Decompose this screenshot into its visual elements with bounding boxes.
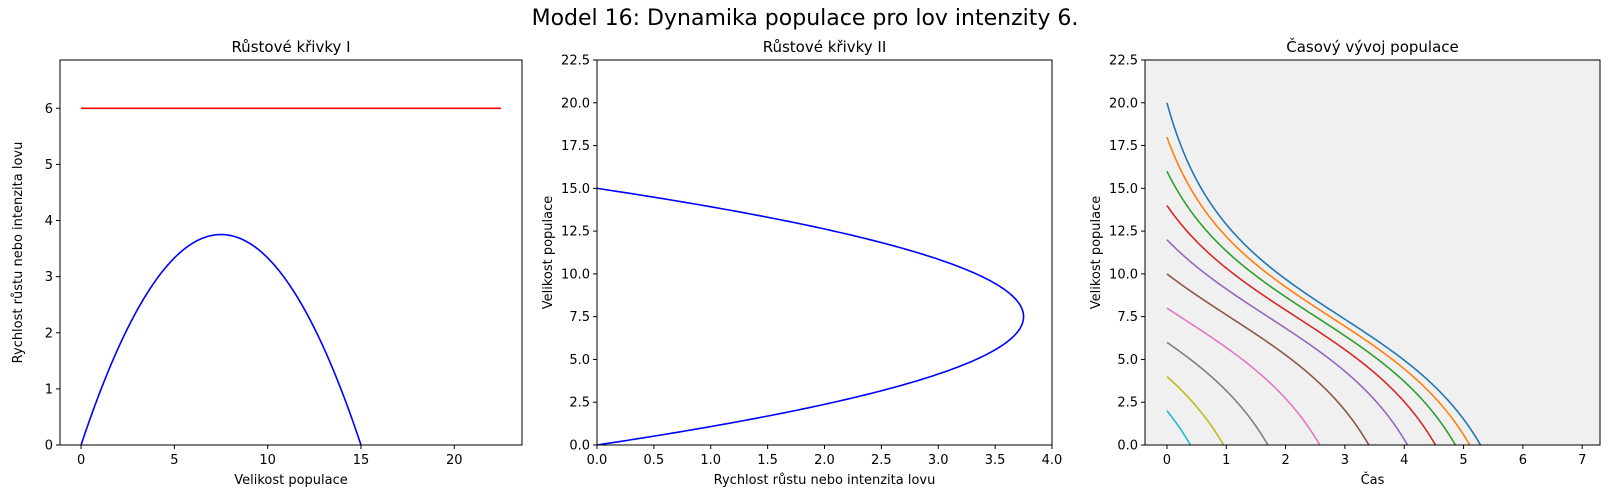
y-tick-label: 2.5 <box>569 396 590 411</box>
y-tick-label: 0.0 <box>569 439 590 454</box>
y-tick-label: 4 <box>45 214 53 229</box>
x-tick-label: 2 <box>1281 453 1289 468</box>
series-line-7 <box>1166 307 1321 445</box>
y-tick-label: 22.5 <box>1109 54 1138 69</box>
x-tick-label: 15 <box>353 453 370 468</box>
series-line-1 <box>597 187 1025 445</box>
x-tick-label: 1.0 <box>700 453 721 468</box>
chart-title: Časový vývoj populace <box>1286 37 1459 56</box>
series-group <box>1166 102 1482 445</box>
series-line-2 <box>1166 136 1471 445</box>
series-line-3 <box>1166 170 1457 445</box>
series-line-8 <box>1166 341 1269 445</box>
series-line-5 <box>1166 239 1409 445</box>
x-tick-label: 3 <box>1341 453 1349 468</box>
y-tick-label: 6 <box>45 102 53 117</box>
x-tick-label: 1.5 <box>757 453 778 468</box>
chart-2: 0.0 0.5 1.0 1.5 2.0 2.5 3.0 3.5 4.0 0.0 2.5 5.0 7.5 1… <box>541 38 1062 488</box>
plot-area <box>597 60 1052 445</box>
y-tick-label: 3 <box>45 270 53 285</box>
y-tick-label: 17.5 <box>1109 139 1138 154</box>
chart-1: 0 5 10 15 20 0 1 2 3 4 5 6 Růstové křivky I Velikost … <box>11 38 523 488</box>
series-line-1 <box>80 233 362 445</box>
x-tick-label: 1 <box>1222 453 1230 468</box>
x-tick-label: 6 <box>1519 453 1527 468</box>
y-tick-label: 0 <box>45 439 53 454</box>
plot-frame <box>59 59 523 446</box>
x-tick-label: 2.5 <box>871 453 892 468</box>
y-tick-label: 5 <box>45 158 53 173</box>
y-tick-label: 22.5 <box>561 54 590 69</box>
y-tick-label: 5.0 <box>1117 353 1138 368</box>
y-axis-label: Velikost populace <box>1089 196 1104 310</box>
x-tick-label: 2.0 <box>814 453 835 468</box>
x-tick-label: 10 <box>259 453 276 468</box>
series-group <box>80 107 501 445</box>
series-line-10 <box>1166 410 1192 445</box>
x-tick-label: 4.0 <box>1042 453 1063 468</box>
series-line-4 <box>1166 204 1437 445</box>
y-tick-label: 10.0 <box>561 267 590 282</box>
y-tick-label: 2 <box>45 326 53 341</box>
y-axis-label: Rychlost růstu nebo intenzita lovu <box>11 142 26 364</box>
y-tick-label: 12.5 <box>1109 225 1138 240</box>
x-tick-label: 20 <box>446 453 463 468</box>
y-tick-label: 0.0 <box>1117 439 1138 454</box>
plot-area <box>60 60 522 445</box>
x-axis-label: Rychlost růstu nebo intenzita lovu <box>714 473 936 488</box>
chart-title: Růstové křivky I <box>231 38 350 56</box>
x-tick-label: 5 <box>1459 453 1467 468</box>
y-axis-label: Velikost populace <box>541 196 556 310</box>
x-tick-label: 0 <box>1163 453 1171 468</box>
x-tick-label: 3.5 <box>985 453 1006 468</box>
x-axis-label: Velikost populace <box>234 473 348 488</box>
chart-title: Růstové křivky II <box>763 38 887 56</box>
x-tick-label: 3.0 <box>928 453 949 468</box>
x-axis-label: Čas <box>1361 472 1385 488</box>
x-tick-label: 0.5 <box>644 453 665 468</box>
y-tick-label: 1 <box>45 382 53 397</box>
y-tick-label: 17.5 <box>561 139 590 154</box>
y-tick-label: 15.0 <box>561 182 590 197</box>
x-tick-label: 4 <box>1400 453 1408 468</box>
y-tick-label: 10.0 <box>1109 267 1138 282</box>
y-tick-label: 12.5 <box>561 225 590 240</box>
y-tick-label: 7.5 <box>569 310 590 325</box>
y-tick-label: 2.5 <box>1117 396 1138 411</box>
x-tick-label: 0.0 <box>587 453 608 468</box>
y-tick-label: 5.0 <box>569 353 590 368</box>
x-tick-label: 5 <box>170 453 178 468</box>
series-line-6 <box>1166 273 1370 445</box>
series-line-9 <box>1166 375 1225 445</box>
figure-title: Model 16: Dynamika populace pro lov inte… <box>531 6 1079 31</box>
series-line-1 <box>1166 102 1482 445</box>
y-tick-label: 7.5 <box>1117 310 1138 325</box>
plot-frame <box>1144 59 1601 446</box>
y-tick-label: 20.0 <box>1109 96 1138 111</box>
y-tick-label: 15.0 <box>1109 182 1138 197</box>
x-tick-label: 7 <box>1578 453 1586 468</box>
series-group <box>597 187 1025 445</box>
plot-area <box>1145 60 1600 445</box>
x-tick-label: 0 <box>77 453 85 468</box>
y-tick-label: 20.0 <box>561 96 590 111</box>
chart-3: 0 1 2 3 4 5 6 7 0.0 2.5 5.0 7.5 10.0 12.5 15.0 17.5 20.0… <box>1089 37 1601 488</box>
